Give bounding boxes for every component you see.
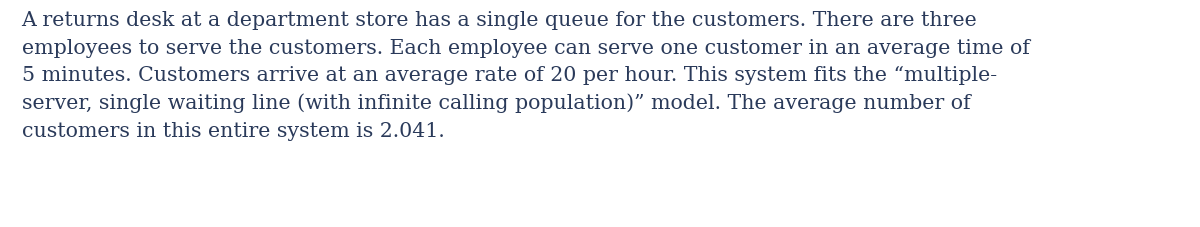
Text: A returns desk at a department store has a single queue for the customers. There: A returns desk at a department store has… bbox=[22, 11, 1030, 141]
